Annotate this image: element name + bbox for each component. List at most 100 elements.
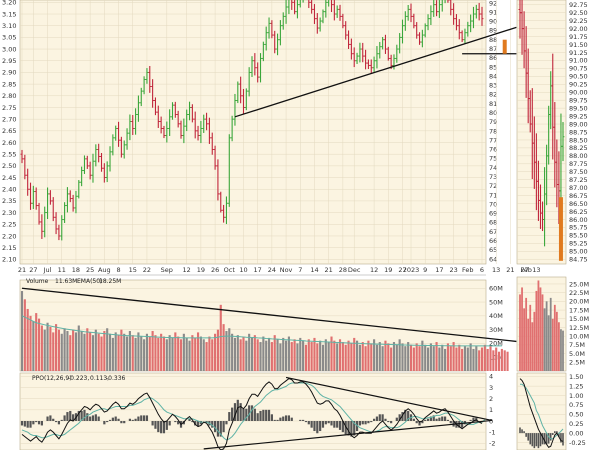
price-xtick-label: 21 [506,266,514,274]
ppo-histogram-bar [299,419,302,421]
volume-bar [373,339,376,371]
volume-bar [89,332,92,371]
volume-bar [49,326,52,371]
volume-bar [250,337,254,371]
ppo-histogram-bar [316,420,319,434]
volume-bar [500,348,503,371]
volume-bar [304,344,308,371]
ppo-histogram-bar [282,416,285,421]
right-ppo-ytick-label: 1.00 [569,392,583,400]
ppo-histogram-bar [213,420,217,433]
ppo-histogram-bar [134,418,137,421]
ppo-legend-signal: 0.113, [90,375,109,382]
volume-bar [449,346,452,371]
ppo-histogram-bar [231,407,234,421]
ppo-histogram-bar [114,416,117,421]
ppo-histogram-bar [72,414,75,421]
price-right-tick-label: 64 [489,255,497,263]
ppo-histogram-bar [429,416,432,421]
volume-bar [378,342,381,371]
right-ppo-histogram-bar [523,431,525,434]
volume-bar [492,350,495,371]
price-ytick-label: 2.55 [2,150,16,158]
ppo-histogram-bar [265,409,268,421]
price-right-tick-label: 71 [489,191,497,199]
volume-bar [503,350,506,371]
volume-bar [455,347,458,371]
right-price-ytick-label: 91.25 [569,49,588,57]
price-xtick-label: 18 [72,266,80,274]
ppo-histogram-bar [216,420,220,437]
volume-legend-label: Volume [26,278,49,285]
price-xtick-label: 11 [58,266,66,274]
ppo-histogram-bar [341,420,344,433]
volume-bar [74,332,78,371]
price-ytick-label: 2.10 [2,256,16,264]
volume-bar [293,339,296,371]
price-xtick-label: 8 [116,266,120,274]
ppo-histogram-bar [111,417,114,421]
price-ytick-label: 2.25 [2,221,16,229]
right-volume-ytick-label: 7.5M [569,341,585,349]
volume-bar [461,348,464,371]
volume-bar [432,346,435,371]
ppo-histogram-bar [336,420,339,428]
volume-bar [321,344,325,371]
right-ppo-signal-line [520,383,564,440]
ppo-histogram-bar [26,420,29,428]
price-xtick-label: Feb [462,266,474,274]
price-right-tick-label: 65 [489,246,497,254]
right-volume-bar [529,304,532,371]
right-ppo-histogram-bar [535,433,538,447]
price-right-tick-label: 81 [489,100,497,108]
price-right-tick-label: 69 [489,210,497,218]
ppo-histogram-bar [319,420,322,432]
ppo-histogram-bar [37,420,41,425]
ppo-histogram-bar [338,420,342,430]
ppo-histogram-bar [97,416,100,421]
volume-bar [358,344,361,371]
price-xtick-label: 27 [398,266,406,274]
volume-bar [336,343,339,371]
volume-bar [475,346,478,371]
ppo-histogram-bar [89,416,92,421]
right-volume-bar [555,311,558,371]
volume-bar [341,342,344,371]
volume-bar [392,342,396,371]
right-volume-bar [523,308,525,371]
volume-bar [469,343,472,371]
volume-bar [191,335,194,371]
ppo-histogram-bar [475,417,478,421]
right-price-ytick-label: 90.75 [569,65,588,73]
price-xtick-label: Dec [348,266,361,274]
price-xtick-label: 21 [18,266,26,274]
price-ytick-label: 3.05 [2,34,16,42]
ppo-signal-line [21,382,486,441]
volume-ytick-label: 40M [489,312,503,320]
volume-bar [398,339,401,371]
volume-bar [478,350,481,371]
volume-bar [412,347,415,371]
volume-bar [196,332,200,371]
ppo-histogram-bar [236,399,239,421]
volume-bar [32,321,35,371]
price-right-tick-label: 73 [489,173,497,181]
ppo-histogram-bar [469,419,472,421]
volume-bar [137,332,140,371]
volume-bar [364,346,367,371]
right-ppo-histogram-bar [531,433,534,447]
price-support-trendline [234,26,517,118]
right-price-highlight-box [558,197,563,261]
price-xtick-label: 9 [423,266,427,274]
ppo-histogram-bar [188,418,191,421]
volume-bar [444,348,447,371]
ppo-histogram-bar [35,420,38,423]
ppo-histogram-bar [145,415,149,421]
volume-bar [26,308,29,371]
volume-bar [384,340,387,371]
ppo-histogram-bar [142,415,146,421]
ppo-histogram-bar [40,420,43,426]
price-ytick-label: 2.50 [2,162,16,170]
ppo-histogram-bar [330,420,333,426]
